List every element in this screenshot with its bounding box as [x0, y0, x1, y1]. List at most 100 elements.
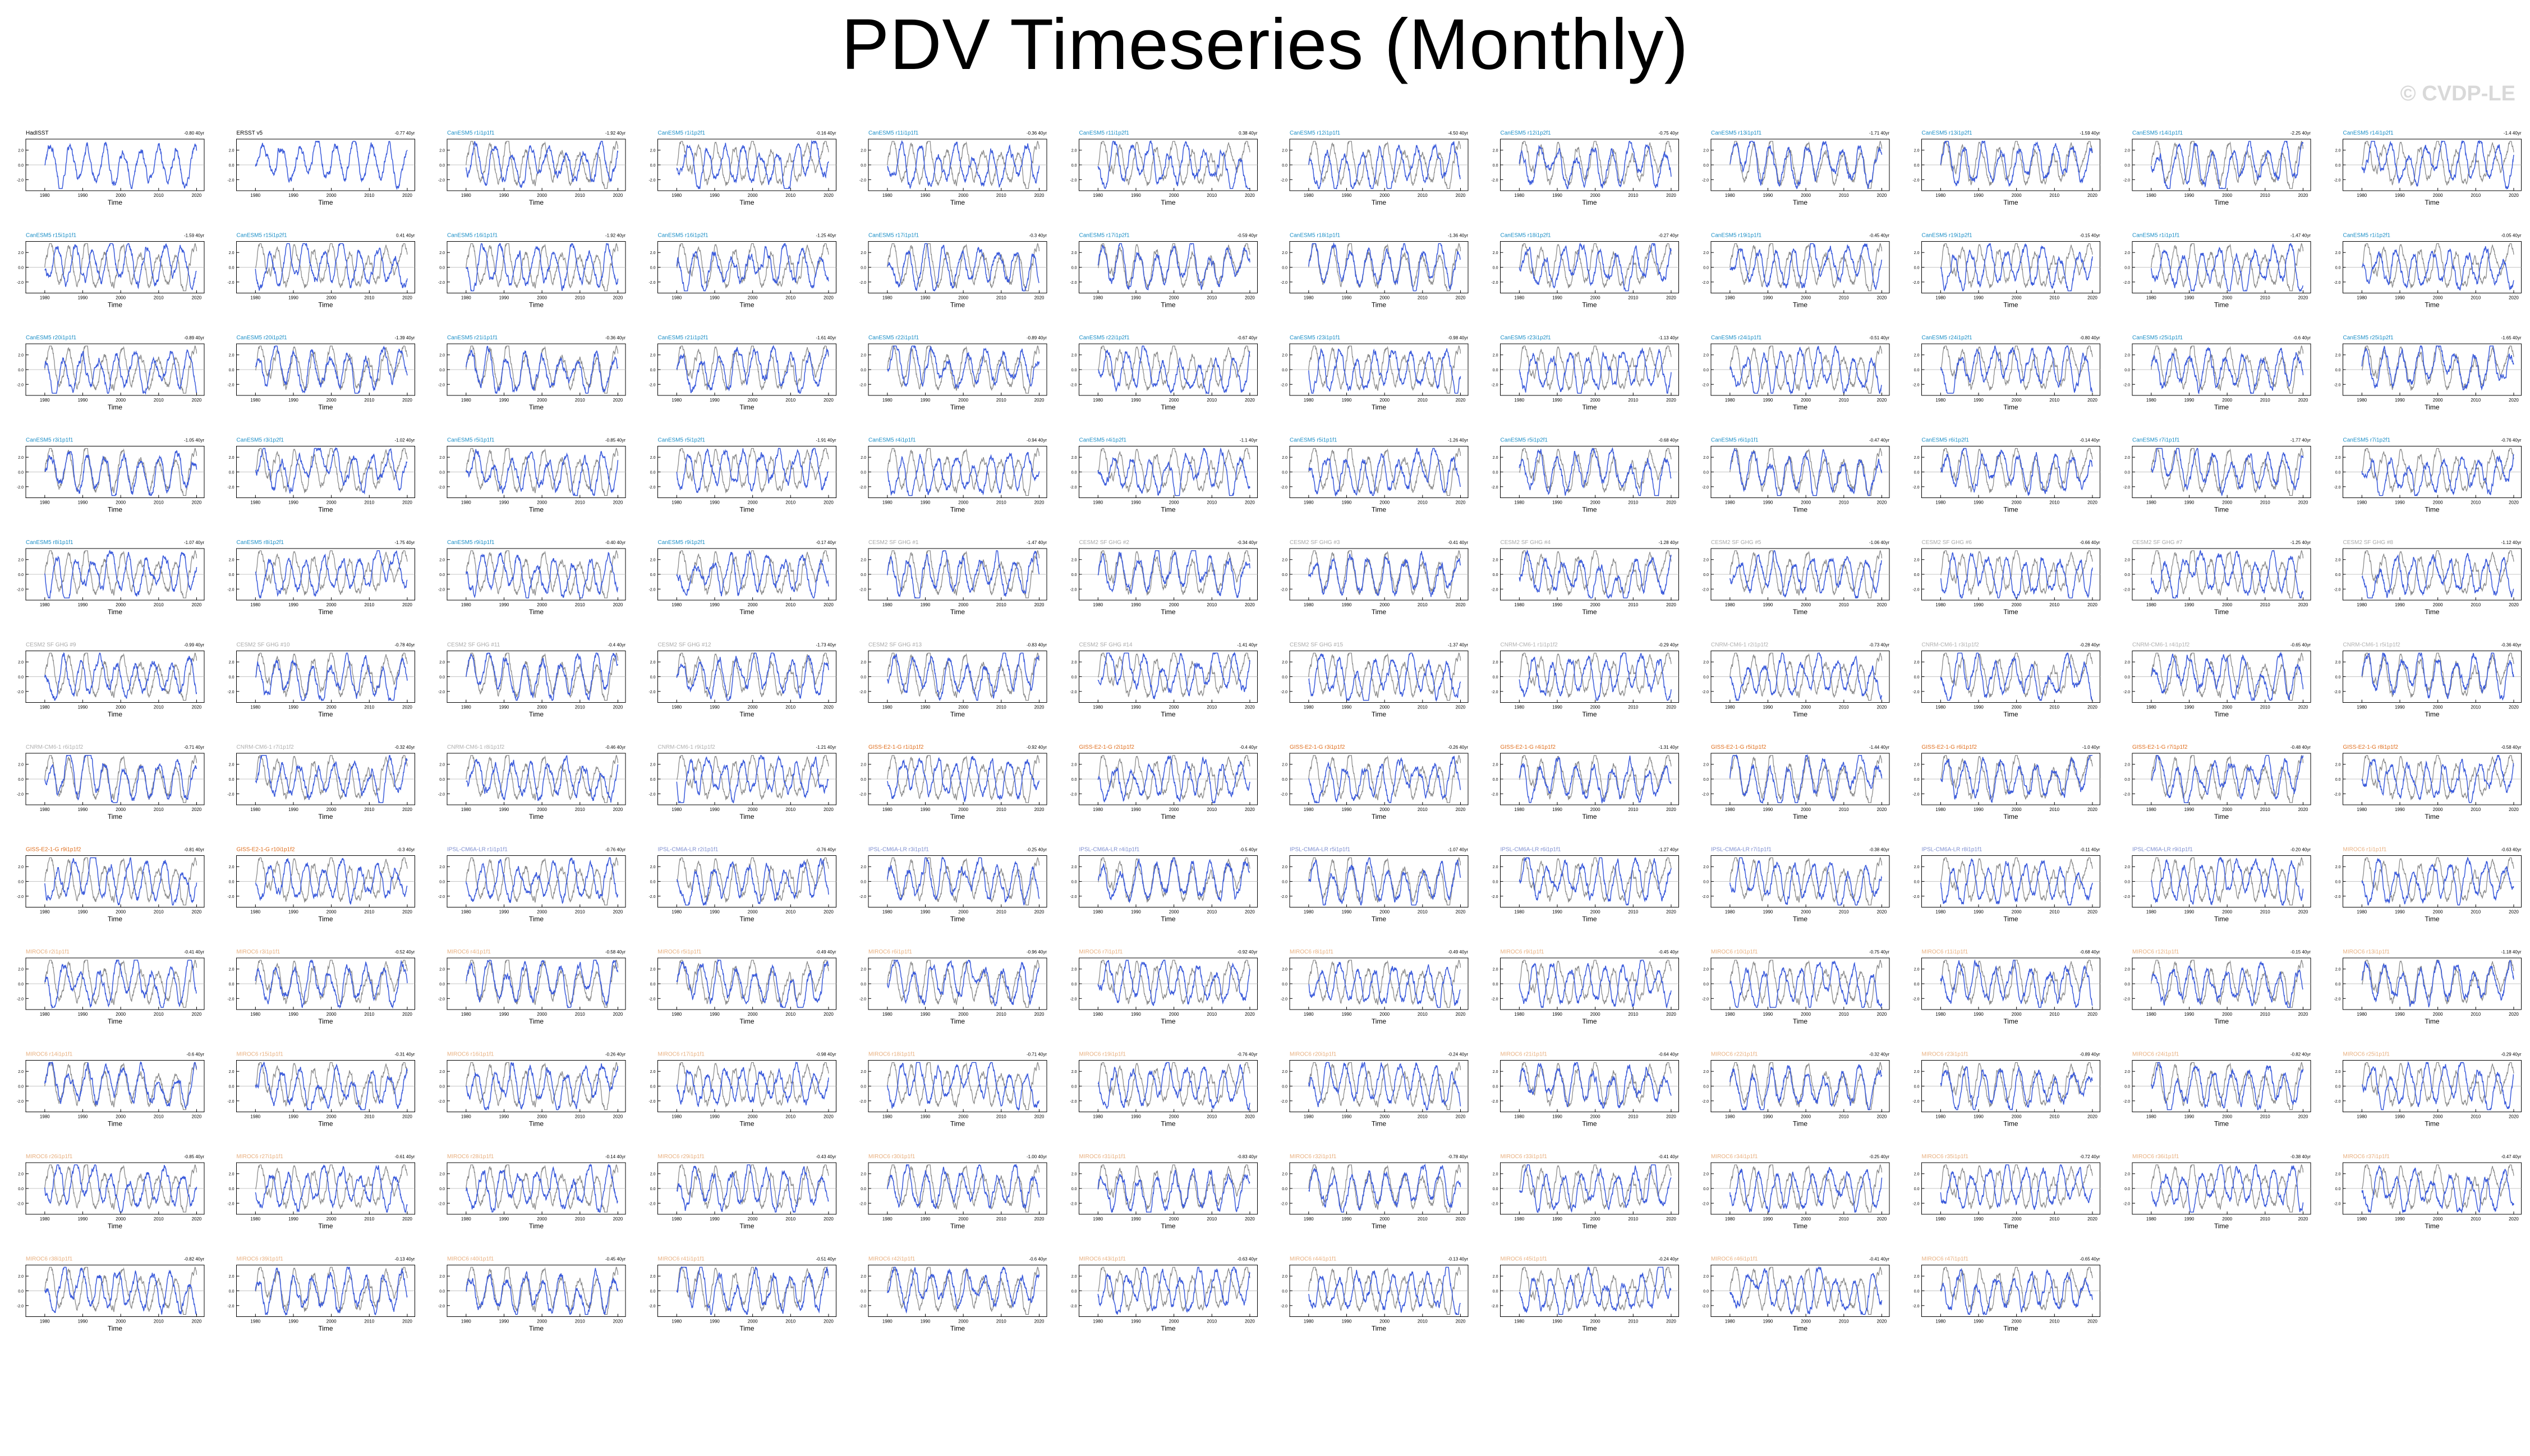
x-tick-label: 1980	[882, 910, 893, 915]
y-tick-label: 2.0	[1914, 1275, 1920, 1279]
x-tick-label: 2010	[2049, 1319, 2059, 1324]
x-tick-label: 2010	[996, 807, 1006, 812]
timeseries-panel: CanESM5 r25i1p1f1 -0.6 40yr-2.00.02.01980…	[2123, 335, 2311, 411]
x-tick-label: 2010	[364, 398, 374, 403]
panel-title: CanESM5 r6i1p2f1	[1922, 437, 1970, 444]
x-axis-label: Time	[739, 915, 755, 923]
member-series-line	[887, 1266, 1040, 1314]
x-tick-label: 1990	[2184, 602, 2195, 607]
panel-title: MIROC6 r17i1p1f1	[658, 1052, 705, 1058]
x-axis-label: Time	[1372, 711, 1387, 718]
timeseries-panel: CanESM5 r25i1p2f1 -1.65 40yr-2.00.02.0198…	[2334, 335, 2522, 411]
panel-trend-label: -0.3 40yr	[397, 847, 415, 853]
panel-title: MIROC6 r45i1p1f1	[1501, 1256, 1548, 1263]
x-tick-label: 1980	[250, 1114, 260, 1119]
x-tick-label: 2010	[996, 1012, 1006, 1017]
y-tick-label: -2.0	[17, 895, 24, 899]
timeseries-panel: CanESM5 r16i1p2f1 -1.25 40yr-2.00.02.0198…	[648, 233, 836, 309]
timeseries-panel: CESM2 SF GHG #13 -0.83 40yr-2.00.02.01980…	[859, 642, 1047, 718]
member-series-line	[1519, 959, 1672, 1009]
x-axis-label: Time	[2003, 1120, 2018, 1128]
x-tick-label: 1980	[1093, 193, 1103, 198]
x-tick-label: 2020	[402, 398, 412, 403]
y-tick-label: 2.0	[229, 559, 234, 563]
x-tick-label: 2020	[1245, 398, 1255, 403]
x-tick-label: 2000	[1590, 910, 1600, 915]
panel-title: CESM2 SF GHG #14	[1079, 642, 1133, 648]
timeseries-panel: MIROC6 r33i1p1f1 -0.41 40yr-2.00.02.01980…	[1491, 1154, 1679, 1230]
y-tick-label: 2.0	[1071, 559, 1077, 563]
x-tick-label: 1990	[499, 1114, 509, 1119]
timeseries-panel: CanESM5 r11i1p2f1 0.38 40yr-2.00.02.01980…	[1070, 130, 1258, 206]
y-tick-label: 2.0	[861, 1070, 866, 1074]
member-series-line	[676, 140, 829, 190]
member-series-line	[887, 243, 1040, 292]
y-tick-label: -2.0	[438, 895, 445, 899]
y-tick-label: -2.0	[17, 1100, 24, 1104]
x-tick-label: 1990	[78, 500, 88, 505]
obs-series-line	[1097, 960, 1250, 1006]
obs-series-line	[466, 345, 619, 394]
panel-title: CESM2 SF GHG #8	[2343, 540, 2394, 546]
x-tick-label: 1990	[2184, 1114, 2195, 1119]
timeseries-panel: MIROC6 r31i1p1f1 -0.83 40yr-2.00.02.01980…	[1070, 1154, 1258, 1230]
panel-title: MIROC6 r42i1p1f1	[868, 1256, 916, 1263]
x-tick-label: 2000	[2433, 296, 2443, 301]
x-tick-label: 2000	[326, 1217, 337, 1222]
panel-title: CanESM5 r25i1p2f1	[2343, 335, 2394, 341]
member-series-line	[2151, 1062, 2304, 1111]
x-tick-label: 1980	[1514, 807, 1524, 812]
member-series-line	[887, 1062, 1040, 1112]
obs-series-line	[255, 1062, 408, 1108]
member-series-line	[466, 959, 619, 1009]
timeseries-panel: IPSL-CM6A-LR r7i1p1f1 -0.38 40yr-2.00.02.…	[1702, 847, 1890, 923]
panel-trend-label: -1.05 40yr	[184, 438, 204, 443]
x-tick-label: 1990	[78, 807, 88, 812]
x-tick-label: 2000	[2433, 1114, 2443, 1119]
panel-trend-label: -0.71 40yr	[184, 745, 204, 750]
x-axis-label: Time	[1372, 608, 1387, 616]
x-tick-label: 1980	[882, 1114, 893, 1119]
panel-trend-label: -0.45 40yr	[605, 1257, 625, 1262]
obs-series-line	[1729, 1062, 1883, 1111]
timeseries-panel: CanESM5 r17i1p2f1 -0.59 40yr-2.00.02.0198…	[1070, 233, 1258, 309]
member-series-line	[676, 1164, 829, 1213]
x-tick-label: 1980	[2357, 807, 2367, 812]
x-tick-label: 2010	[1418, 500, 1428, 505]
x-tick-label: 1980	[671, 193, 682, 198]
x-axis-label: Time	[2003, 711, 2018, 718]
y-tick-label: 0.0	[18, 676, 24, 680]
y-tick-label: -2.0	[1912, 1305, 1919, 1308]
panel-trend-label: -0.85 40yr	[184, 1154, 204, 1159]
obs-series-line	[1940, 345, 2093, 391]
x-tick-label: 2020	[1245, 500, 1255, 505]
timeseries-panel: MIROC6 r44i1p1f1 -0.13 40yr-2.00.02.01980…	[1281, 1256, 1469, 1333]
x-tick-label: 2000	[2012, 1114, 2022, 1119]
y-tick-label: -2.0	[438, 383, 445, 387]
y-tick-label: 0.0	[861, 983, 866, 987]
x-axis-label: Time	[318, 1325, 333, 1333]
panel-title: CanESM5 r23i1p2f1	[1501, 335, 1551, 341]
timeseries-panel: MIROC6 r20i1p1f1 -0.24 40yr-2.00.02.01980…	[1281, 1052, 1469, 1128]
obs-series-line	[1940, 652, 2093, 698]
x-axis-label: Time	[529, 506, 544, 514]
x-tick-label: 2010	[1207, 1012, 1217, 1017]
x-tick-label: 2000	[537, 1012, 547, 1017]
x-tick-label: 2020	[613, 1217, 623, 1222]
panel-trend-label: -0.80 40yr	[184, 131, 204, 136]
x-tick-label: 1980	[250, 807, 260, 812]
y-tick-label: 0.0	[1282, 266, 1287, 270]
x-tick-label: 2000	[116, 193, 126, 198]
y-tick-label: 2.0	[2124, 1173, 2130, 1177]
member-series-line	[255, 652, 408, 702]
x-tick-label: 1980	[1514, 602, 1524, 607]
x-tick-label: 2000	[2433, 705, 2443, 710]
member-series-line	[887, 550, 1040, 599]
x-tick-label: 2000	[2222, 193, 2232, 198]
y-tick-label: 2.0	[2124, 251, 2130, 255]
panel-trend-label: -0.82 40yr	[184, 1257, 204, 1262]
obs-series-line	[1519, 243, 1672, 289]
x-tick-label: 2010	[364, 602, 374, 607]
y-tick-label: 2.0	[1493, 251, 1498, 255]
x-tick-label: 2000	[958, 910, 968, 915]
